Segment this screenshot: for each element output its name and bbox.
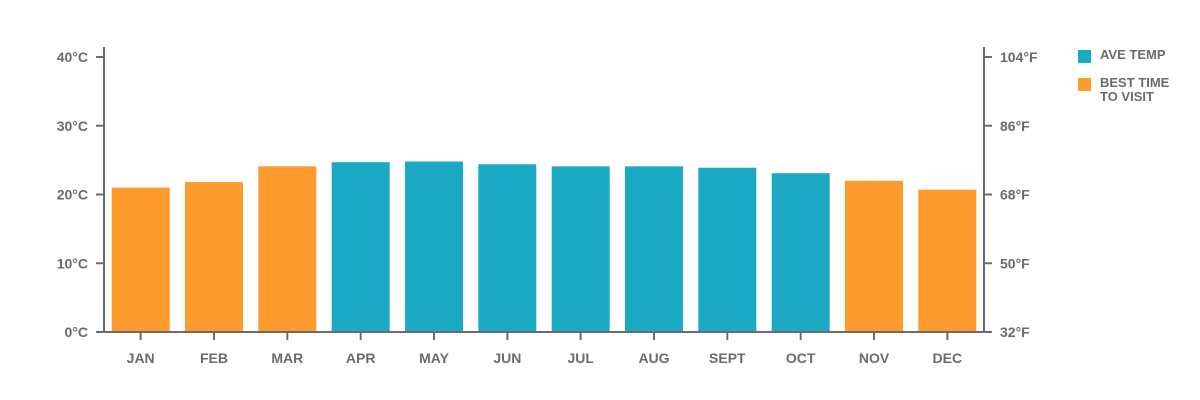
y-left-tick-label: 20°C	[57, 187, 88, 203]
bar-dec	[918, 189, 977, 332]
bar-may	[405, 161, 463, 332]
bar-sept	[698, 167, 757, 332]
bar-jul	[551, 166, 610, 332]
x-tick-label-may: MAY	[419, 350, 449, 366]
x-tick-label-mar: MAR	[271, 350, 303, 366]
legend-swatch-ave-temp	[1078, 50, 1091, 63]
y-right-tick-label: 32°F	[1000, 324, 1030, 340]
bar-jun	[478, 164, 537, 333]
y-left-tick-label: 40°C	[57, 49, 88, 65]
legend-label-ave-temp: AVE TEMP	[1100, 47, 1166, 62]
bar-feb	[185, 182, 243, 332]
x-axis: JAN FEB MAR APR MAY JUN JUL AUG SEPT OCT NOV DEC	[127, 332, 962, 366]
x-tick-label-feb: FEB	[200, 350, 228, 366]
legend: AVE TEMP BEST TIME TO VISIT	[1078, 48, 1193, 117]
y-right-tick-label: 68°F	[1000, 187, 1030, 203]
bar-jan	[111, 187, 170, 332]
bar-apr	[331, 162, 390, 332]
legend-item-best-time: BEST TIME TO VISIT	[1078, 76, 1193, 104]
axis-lines	[96, 47, 992, 333]
x-tick-label-aug: AUG	[638, 350, 669, 366]
x-tick-label-jan: JAN	[127, 350, 155, 366]
y-right-tick-label: 50°F	[1000, 255, 1030, 271]
y-left-tick-label: 30°C	[57, 118, 88, 134]
y-left-tick-label: 0°C	[65, 324, 89, 340]
x-tick-label-jul: JUL	[567, 350, 594, 366]
y-right-tick-label: 86°F	[1000, 118, 1030, 134]
y-axis-left: 0°C 10°C 20°C 30°C 40°C	[57, 49, 104, 340]
bar-mar	[258, 166, 317, 332]
bar-nov	[845, 180, 903, 333]
y-axis-right: 32°F 50°F 68°F 86°F 104°F	[984, 49, 1038, 340]
bar-aug	[625, 166, 683, 332]
legend-label-best-time: BEST TIME TO VISIT	[1100, 75, 1170, 104]
x-tick-label-apr: APR	[346, 350, 376, 366]
bar-oct	[771, 173, 830, 332]
x-tick-label-dec: DEC	[933, 350, 963, 366]
y-right-tick-label: 104°F	[1000, 49, 1038, 65]
x-tick-label-sept: SEPT	[709, 350, 746, 366]
legend-item-ave-temp: AVE TEMP	[1078, 48, 1193, 63]
x-tick-label-jun: JUN	[493, 350, 521, 366]
y-left-tick-label: 10°C	[57, 255, 88, 271]
x-tick-label-nov: NOV	[859, 350, 890, 366]
x-tick-label-oct: OCT	[786, 350, 816, 366]
bars	[111, 161, 977, 333]
legend-swatch-best-time	[1078, 78, 1091, 91]
